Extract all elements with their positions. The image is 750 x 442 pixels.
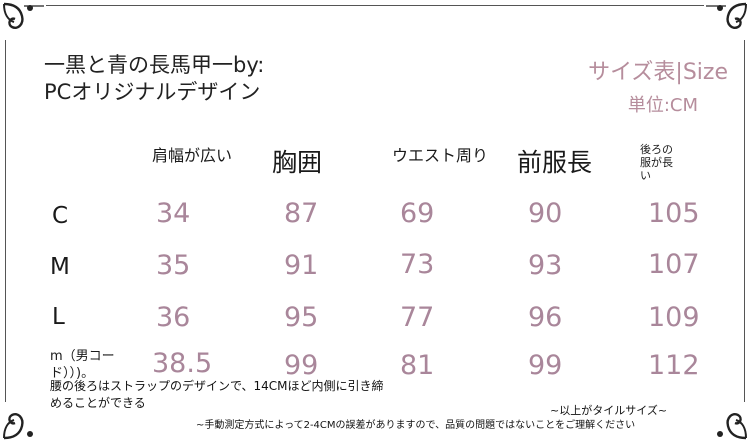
cell-l-chest: 95 — [284, 302, 319, 333]
header-back-length: 後ろの服が長い — [640, 143, 673, 182]
frame-line-right — [744, 40, 745, 402]
ornament-corner-icon — [706, 2, 747, 29]
cell-m-waist: 73 — [400, 249, 435, 280]
cell-men-chest: 99 — [284, 350, 319, 381]
cell-m-shoulder: 35 — [156, 250, 191, 281]
cell-c-chest: 87 — [284, 198, 319, 229]
cell-l-front: 96 — [528, 302, 563, 333]
row-label-men: m（男コード））)。 — [50, 349, 115, 381]
header-front-length: 前服長 — [517, 148, 593, 177]
header-shoulder: 肩幅が広い — [152, 146, 233, 165]
row-label-l: L — [52, 304, 65, 330]
cell-men-waist: 81 — [400, 350, 435, 381]
cell-l-back: 109 — [648, 302, 700, 333]
cell-m-back: 107 — [648, 249, 700, 280]
row-label-c: C — [52, 203, 69, 229]
header-waist: ウエスト周り — [392, 146, 489, 165]
ornament-corner-icon — [717, 413, 747, 440]
cell-l-waist: 77 — [400, 302, 435, 333]
frame-line-top — [46, 5, 704, 6]
product-title-line1: 一黒と青の長馬甲一by: — [44, 53, 265, 77]
cell-c-waist: 69 — [400, 198, 435, 229]
frame-line-left — [5, 40, 6, 402]
note-measurement-error: ~手動測定方式によって2-4CMの誤差がありますので、品質の問題ではないことをご… — [196, 420, 636, 431]
cell-men-back: 112 — [648, 350, 700, 381]
product-title-line2: PCオリジナルデザイン — [44, 80, 261, 104]
size-table-title: サイズ表|Size — [588, 60, 728, 85]
cell-m-chest: 91 — [284, 250, 319, 281]
note-waist-strap: 腰の後ろはストラップのデザインで、14CMほど内側に引き締めることができる — [50, 379, 384, 410]
cell-c-back: 105 — [648, 198, 700, 229]
ornament-corner-icon — [3, 413, 33, 440]
ornament-corner-icon — [3, 2, 44, 29]
cell-m-front: 93 — [528, 250, 563, 281]
header-chest: 胸囲 — [272, 148, 323, 177]
row-label-m: M — [50, 254, 70, 280]
cell-c-shoulder: 34 — [156, 198, 191, 229]
unit-label: 単位:CM — [627, 95, 698, 116]
note-tile-size: ~以上がタイルサイズ~ — [550, 404, 668, 417]
cell-men-front: 99 — [528, 350, 563, 381]
product-title: 一黒と青の長馬甲一by: PCオリジナルデザイン — [44, 52, 264, 106]
cell-c-front: 90 — [528, 198, 563, 229]
cell-men-shoulder: 38.5 — [152, 348, 213, 379]
cell-l-shoulder: 36 — [156, 302, 191, 333]
